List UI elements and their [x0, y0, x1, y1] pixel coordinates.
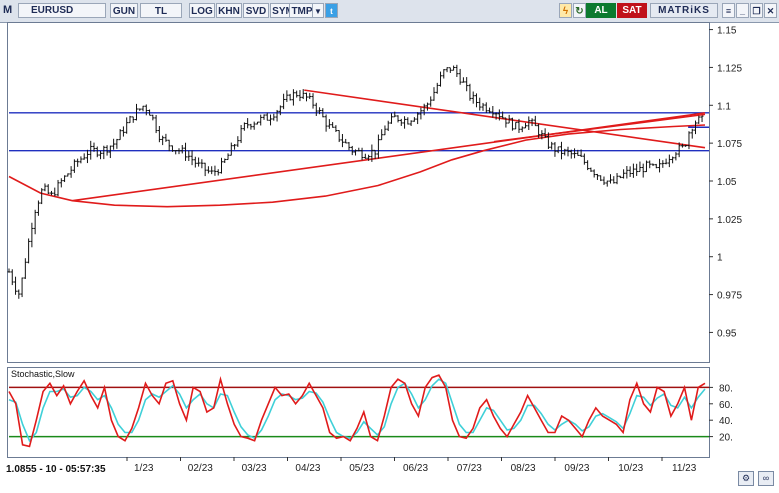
- stochastic-y-tick-label: 40.: [719, 416, 733, 427]
- lightning-icon[interactable]: ϟ: [559, 3, 572, 18]
- window-menu-icon[interactable]: ≡: [722, 3, 735, 18]
- stochastic-chart[interactable]: Stochastic,Slow 80. 60. 40. 20. 1/23 02/23 03/2…: [7, 367, 775, 477]
- x-tick-label: 05/23: [349, 463, 374, 474]
- y-tick-label: 0.95: [717, 328, 737, 339]
- stochastic-y-tick-label: 20.: [719, 433, 733, 444]
- brand-logo: MATRiKS: [650, 3, 718, 18]
- stochastic-title: Stochastic,Slow: [11, 369, 75, 379]
- x-tick-label: 1/23: [134, 463, 154, 474]
- x-tick-label: 10/23: [618, 463, 643, 474]
- minimize-icon[interactable]: _: [736, 3, 749, 18]
- y-tick-label: 1.05: [717, 177, 737, 188]
- y-tick-label: 1.125: [717, 63, 742, 74]
- trend-line: [304, 89, 706, 149]
- x-tick-label: 11/23: [672, 463, 697, 474]
- x-tick-label: 03/23: [242, 463, 267, 474]
- close-icon[interactable]: ✕: [764, 3, 777, 18]
- x-axis: 1/23 02/23 03/23 04/23 05/23 06/23 07/23 08/23 0…: [134, 463, 697, 474]
- x-tick-label: 02/23: [188, 463, 213, 474]
- period-daily-button[interactable]: GUN: [110, 3, 138, 18]
- stochastic-k-line: [8, 374, 706, 448]
- y-tick-label: 1.025: [717, 215, 742, 226]
- y-tick-label: 1.15: [717, 26, 737, 37]
- y-tick-label: 0.975: [717, 291, 742, 302]
- y-tick-label: 1: [717, 253, 723, 264]
- buy-button[interactable]: AL: [586, 3, 616, 18]
- link-icon[interactable]: ∞: [758, 471, 774, 486]
- svd-button[interactable]: SVD: [243, 3, 269, 18]
- trend-line: [493, 113, 706, 143]
- x-tick-label: 06/23: [403, 463, 428, 474]
- stochastic-y-tick-label: 80.: [719, 383, 733, 394]
- twitter-icon[interactable]: t: [325, 3, 338, 18]
- y-tick-label: 1.075: [717, 139, 742, 150]
- x-tick-label: 08/23: [511, 463, 536, 474]
- sell-button[interactable]: SAT: [617, 3, 647, 18]
- symbol-text: EURUSD: [31, 5, 74, 16]
- x-tick-label: 07/23: [457, 463, 482, 474]
- price-chart[interactable]: 1.15 1.125 1.1 1.075 1.05 1.025 1 0.975 0.95: [7, 22, 775, 363]
- y-tick-label: 1.1: [717, 101, 731, 112]
- log-scale-button[interactable]: LOG: [189, 3, 215, 18]
- menu-button[interactable]: M: [3, 4, 13, 16]
- dropdown-icon[interactable]: ▼: [312, 3, 324, 18]
- refresh-icon[interactable]: ↻: [573, 3, 586, 18]
- x-tick-label: 09/23: [564, 463, 589, 474]
- currency-tl-button[interactable]: TL: [140, 3, 182, 18]
- stochastic-y-tick-label: 60.: [719, 400, 733, 411]
- khn-button[interactable]: KHN: [216, 3, 242, 18]
- stochastic-d-line: [8, 378, 706, 443]
- x-tick-label: 04/23: [295, 463, 320, 474]
- symbol-field[interactable]: EURUSD: [18, 3, 106, 18]
- toolbar: M EURUSD GUN TL LOG KHN SVD SYM TMP ▼ t …: [0, 0, 779, 23]
- moving-average-line: [8, 124, 706, 208]
- plot-area: [7, 22, 710, 363]
- restore-icon[interactable]: ❐: [750, 3, 763, 18]
- price-readout: 1.0855 - 10 - 05:57:35: [6, 464, 106, 475]
- settings-icon[interactable]: ⚙: [738, 471, 754, 486]
